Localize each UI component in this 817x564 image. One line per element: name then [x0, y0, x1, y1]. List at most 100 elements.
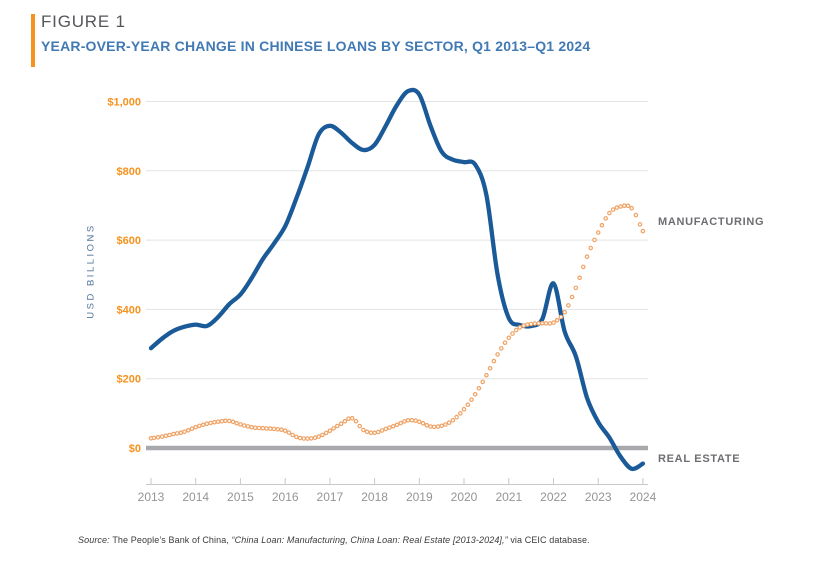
manufacturing-marker — [238, 422, 243, 427]
manufacturing-marker — [357, 423, 363, 429]
manufacturing-marker — [566, 303, 571, 308]
manufacturing-marker — [361, 427, 366, 433]
manufacturing-marker — [282, 428, 288, 434]
manufacturing-marker — [271, 426, 277, 432]
manufacturing-marker — [476, 385, 482, 391]
manufacturing-marker — [163, 433, 169, 439]
manufacturing-marker — [409, 417, 415, 423]
manufacturing-marker — [383, 426, 389, 432]
manufacturing-marker — [189, 426, 195, 432]
manufacturing-marker — [364, 429, 370, 435]
manufacturing-marker — [562, 309, 568, 315]
x-axis-tick-label: 2023 — [585, 490, 612, 504]
manufacturing-marker — [558, 314, 564, 320]
manufacturing-marker — [413, 418, 418, 424]
manufacturing-marker — [379, 428, 385, 433]
figure-accent-bar — [31, 14, 35, 67]
manufacturing-marker — [286, 430, 292, 435]
manufacturing-marker — [614, 205, 620, 210]
manufacturing-marker — [267, 426, 273, 431]
manufacturing-marker — [197, 423, 202, 429]
manufacturing-marker — [334, 423, 340, 429]
manufacturing-marker — [618, 204, 623, 209]
manufacturing-marker — [528, 321, 534, 327]
manufacturing-marker — [491, 358, 497, 364]
manufacturing-marker — [256, 425, 262, 431]
manufacturing-marker — [219, 418, 225, 424]
x-axis-tick-label: 2015 — [227, 490, 254, 504]
y-axis-tick-label: $0 — [129, 443, 141, 455]
manufacturing-marker — [577, 275, 582, 281]
manufacturing-marker — [461, 406, 467, 412]
manufacturing-marker — [375, 429, 381, 435]
manufacturing-marker — [640, 228, 646, 234]
manufacturing-marker — [554, 317, 560, 323]
y-axis-tick-label: $200 — [117, 374, 141, 386]
manufacturing-marker — [290, 432, 295, 438]
series-label-real-estate: REAL ESTATE — [658, 453, 741, 465]
manufacturing-marker — [487, 365, 493, 371]
source-series-title: “China Loan: Manufacturing, China Loan: … — [231, 535, 508, 545]
manufacturing-marker — [312, 435, 318, 441]
manufacturing-marker — [342, 418, 348, 424]
manufacturing-marker — [603, 216, 609, 221]
manufacturing-marker — [513, 327, 519, 333]
manufacturing-marker — [607, 210, 612, 216]
y-axis-tick-label: $600 — [117, 235, 141, 247]
x-axis-tick-label: 2013 — [138, 490, 165, 504]
manufacturing-marker — [394, 422, 400, 428]
x-axis-tick-label: 2014 — [182, 490, 209, 504]
manufacturing-marker — [484, 372, 489, 378]
manufacturing-marker — [424, 422, 430, 428]
source-prefix: Source: — [78, 535, 113, 545]
manufacturing-marker — [241, 423, 247, 428]
y-axis-tick-label: $800 — [117, 166, 141, 178]
x-axis-tick-label: 2020 — [451, 490, 478, 504]
manufacturing-marker — [416, 419, 422, 425]
manufacturing-marker — [625, 203, 631, 209]
manufacturing-marker — [346, 416, 351, 422]
manufacturing-marker — [539, 320, 545, 326]
manufacturing-marker — [592, 237, 597, 243]
manufacturing-marker — [495, 352, 500, 357]
manufacturing-marker — [633, 212, 639, 218]
x-axis-tick-label: 2018 — [361, 490, 388, 504]
manufacturing-marker — [588, 245, 594, 251]
manufacturing-marker — [275, 426, 281, 432]
source-publisher: The People’s Bank of China, — [112, 535, 232, 545]
manufacturing-marker — [580, 264, 586, 270]
manufacturing-marker — [480, 379, 486, 385]
manufacturing-marker — [182, 429, 187, 435]
series-label-manufacturing: MANUFACTURING — [658, 216, 765, 228]
manufacturing-marker — [629, 205, 635, 211]
manufacturing-marker — [525, 322, 530, 327]
manufacturing-marker — [208, 420, 213, 426]
manufacturing-marker — [521, 323, 527, 328]
manufacturing-marker — [155, 434, 161, 440]
manufacturing-marker — [264, 426, 269, 431]
manufacturing-marker — [450, 417, 456, 423]
manufacturing-marker — [595, 230, 601, 235]
manufacturing-marker — [301, 436, 307, 441]
x-axis-tick-label: 2019 — [406, 490, 433, 504]
manufacturing-marker — [469, 397, 474, 403]
manufacturing-line — [148, 203, 646, 441]
manufacturing-marker — [234, 420, 240, 426]
manufacturing-marker — [253, 425, 258, 431]
source-note: Source: The People’s Bank of China, “Chi… — [78, 535, 590, 545]
manufacturing-marker — [637, 222, 643, 227]
manufacturing-marker — [498, 346, 504, 351]
y-axis-tick-label: $1,000 — [107, 97, 141, 109]
manufacturing-marker — [331, 426, 336, 431]
manufacturing-marker — [569, 294, 575, 300]
real-estate-line — [148, 87, 646, 472]
manufacturing-marker — [227, 418, 232, 424]
manufacturing-marker — [171, 431, 176, 437]
y-axis-title: USD BILLIONS — [85, 223, 97, 319]
manufacturing-marker — [327, 428, 333, 434]
manufacturing-marker — [174, 431, 180, 436]
manufacturing-marker — [405, 417, 411, 423]
manufacturing-marker — [245, 424, 251, 429]
